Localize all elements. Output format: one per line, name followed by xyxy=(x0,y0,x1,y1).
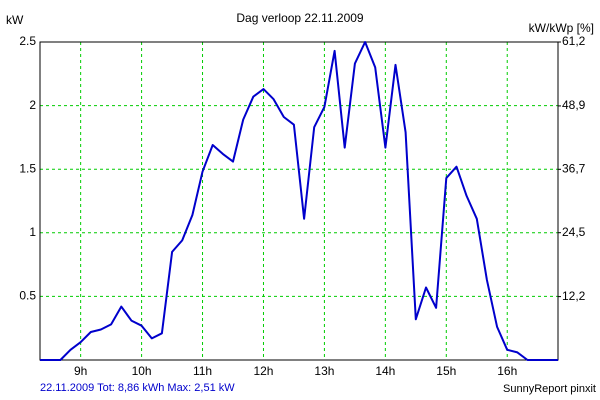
x-tick-label: 16h xyxy=(497,364,517,378)
y-tick-label: 1 xyxy=(29,225,36,239)
plot-border xyxy=(39,41,559,361)
x-tick-label: 13h xyxy=(314,364,334,378)
y-axis-label: kW xyxy=(6,13,24,27)
y2-tick-label: 36,7 xyxy=(562,161,586,175)
x-tick-label: 12h xyxy=(253,364,273,378)
y2-axis-label: kW/kWp [%] xyxy=(529,21,594,35)
x-tick-label: 14h xyxy=(375,364,395,378)
y-tick-label: 2.5 xyxy=(19,34,36,48)
data-line xyxy=(40,41,558,361)
y-tick-label: 0.5 xyxy=(19,289,36,303)
x-tick-label: 9h xyxy=(74,364,87,378)
y2-tick-label: 61,2 xyxy=(562,34,586,48)
x-tick-label: 15h xyxy=(436,364,456,378)
x-tick-label: 10h xyxy=(132,364,152,378)
y2-tick-label: 24,5 xyxy=(562,225,586,239)
y-tick-label: 2 xyxy=(29,98,36,112)
chart-title: Dag verloop 22.11.2009 xyxy=(236,11,364,25)
x-tick-label: 11h xyxy=(193,364,212,378)
y2-tick-label: 48,9 xyxy=(562,98,586,112)
footer-right: SunnyReport pinxit xyxy=(503,383,596,395)
y-tick-label: 1.5 xyxy=(19,161,36,175)
footer-left: 22.11.2009 Tot: 8,86 kWh Max: 2,51 kW xyxy=(40,382,235,394)
y2-tick-label: 12,2 xyxy=(562,289,586,303)
